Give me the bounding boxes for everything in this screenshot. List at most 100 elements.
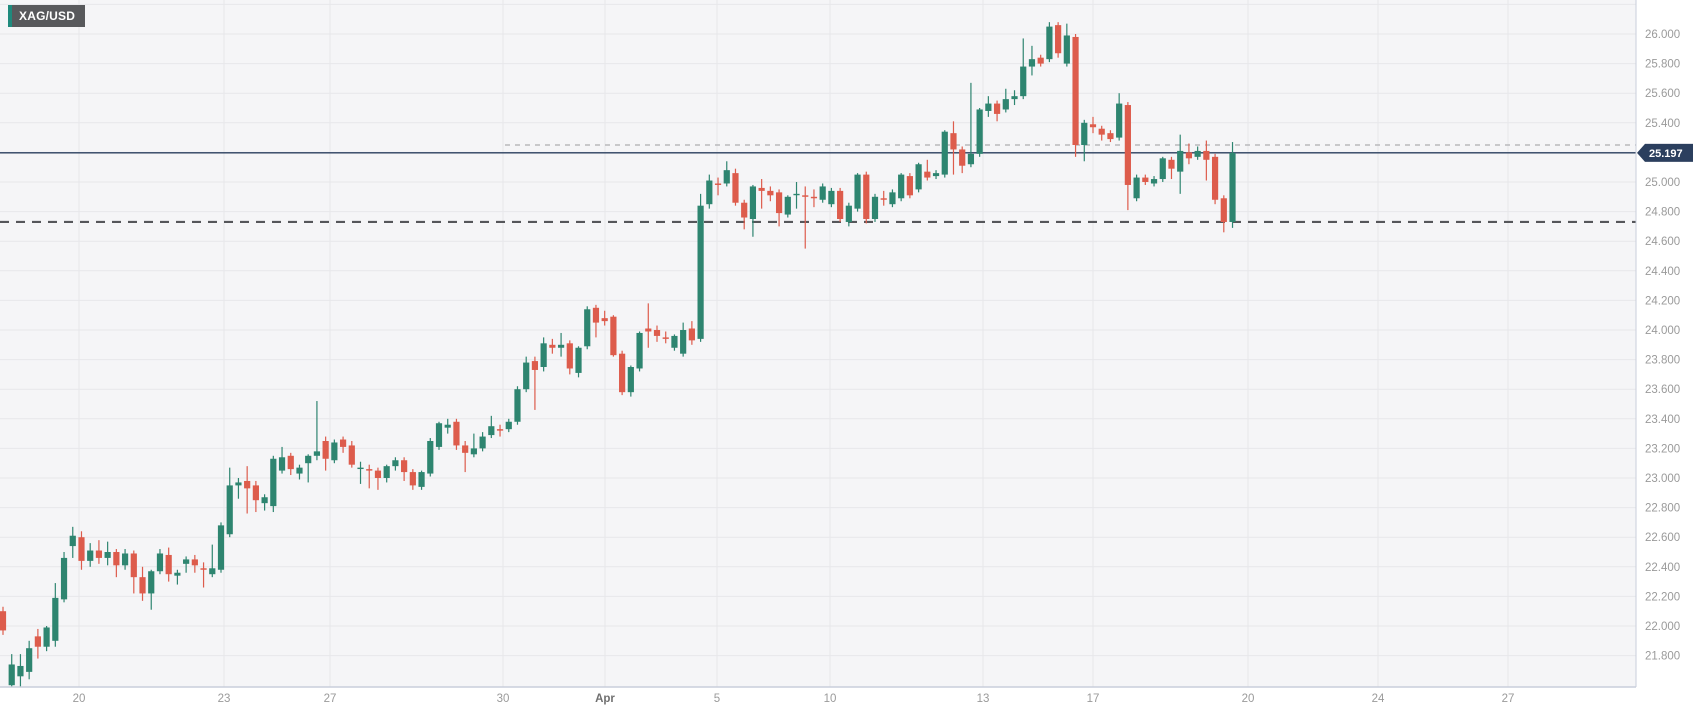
candle <box>540 337 547 372</box>
instrument-badge-accent-stripe <box>8 5 12 27</box>
y-tick-label: 23.000 <box>1645 473 1680 485</box>
candle <box>636 331 643 372</box>
y-tick-label: 22.400 <box>1645 562 1680 574</box>
candle <box>95 540 103 564</box>
candle <box>305 454 312 483</box>
candle <box>322 436 329 471</box>
candle <box>924 159 931 181</box>
y-tick-label: 25.600 <box>1645 88 1680 100</box>
candle <box>488 415 495 439</box>
plot-area[interactable] <box>0 0 1636 687</box>
candle <box>1063 23 1070 67</box>
candle <box>697 193 704 342</box>
candle <box>810 189 818 208</box>
candle <box>43 626 50 652</box>
candle <box>566 340 573 375</box>
candle <box>348 441 355 468</box>
instrument-badge[interactable]: XAG/USD <box>8 5 86 27</box>
candles[interactable] <box>0 22 1236 689</box>
candle <box>1046 22 1053 63</box>
candle <box>139 566 146 601</box>
candle <box>1098 125 1105 141</box>
candle <box>104 541 111 566</box>
candle <box>1037 54 1044 67</box>
y-tick-label: 23.600 <box>1645 384 1680 396</box>
candle <box>906 173 913 199</box>
candle <box>749 184 757 237</box>
x-tick-label: Apr <box>595 693 615 705</box>
candle <box>69 526 76 558</box>
candle <box>662 331 669 344</box>
candle <box>1220 195 1227 233</box>
candle <box>183 556 190 573</box>
x-axis-labels: 20 23 27 30 Apr 5 10 13 17 20 24 27 <box>73 693 1515 705</box>
candle <box>819 183 826 203</box>
candle <box>209 544 216 578</box>
candle <box>226 467 233 538</box>
candle <box>741 199 748 230</box>
candle <box>0 606 7 635</box>
candle <box>793 182 800 209</box>
candle <box>1177 134 1184 194</box>
candle <box>1089 116 1097 134</box>
current-price-value: 25.197 <box>1649 148 1683 160</box>
y-tick-label: 26.000 <box>1645 29 1680 41</box>
candle <box>392 457 399 471</box>
y-tick-label: 24.800 <box>1645 207 1680 219</box>
candle <box>653 325 661 342</box>
candle <box>932 170 940 180</box>
candle <box>592 304 600 338</box>
y-tick-label: 24.600 <box>1645 236 1680 248</box>
y-tick-label: 24.000 <box>1645 325 1680 337</box>
candle <box>366 464 373 489</box>
candle <box>950 121 957 175</box>
candle <box>976 108 983 157</box>
candle <box>1159 156 1166 182</box>
y-axis-labels: 26.000 25.800 25.600 25.400 25.000 24.800 24.6… <box>1645 29 1680 663</box>
candle <box>941 130 948 178</box>
candle <box>261 494 268 511</box>
candle <box>121 549 129 570</box>
candle <box>1020 38 1027 100</box>
candle <box>915 162 922 193</box>
candle <box>1011 90 1018 106</box>
candle <box>985 96 992 117</box>
candle <box>383 464 390 483</box>
candle <box>514 386 521 425</box>
candle <box>156 549 164 575</box>
candle <box>148 569 155 610</box>
candle <box>470 433 477 458</box>
candle <box>802 186 809 249</box>
x-tick-label: 20 <box>73 693 86 705</box>
candle <box>287 452 294 476</box>
candle <box>200 562 207 588</box>
candle <box>557 332 565 357</box>
candle <box>113 549 120 578</box>
price-badge-arrow-icon <box>1637 143 1645 162</box>
x-tick-label: 27 <box>324 693 337 705</box>
candle <box>270 455 277 513</box>
candle <box>235 478 242 499</box>
candle <box>1203 140 1210 181</box>
candle <box>52 583 59 647</box>
candle <box>1002 88 1009 113</box>
candle <box>34 628 41 659</box>
candle <box>627 365 634 397</box>
x-tick-label: 23 <box>218 693 231 705</box>
candle <box>828 187 835 208</box>
x-tick-label: 13 <box>977 693 990 705</box>
candle <box>549 338 556 354</box>
candle <box>758 179 765 209</box>
candle <box>174 569 181 585</box>
candle <box>479 432 486 452</box>
candle <box>784 195 791 218</box>
candle <box>418 470 425 490</box>
candle <box>87 543 94 567</box>
current-price-badge: 25.197 <box>1637 143 1693 162</box>
y-tick-label: 22.000 <box>1645 621 1680 633</box>
x-tick-label: 30 <box>497 693 510 705</box>
candle <box>645 303 652 348</box>
candle <box>339 436 347 453</box>
